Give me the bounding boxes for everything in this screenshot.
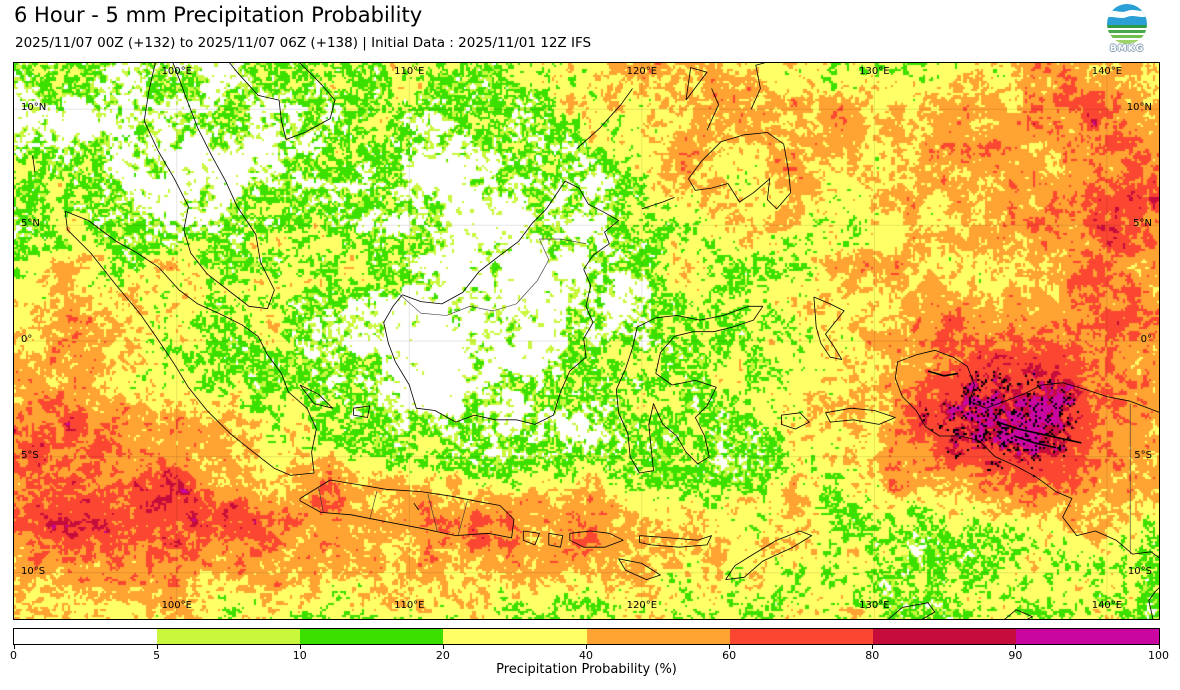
lat-label-right: 5°S (1134, 449, 1152, 461)
lat-label-left: 10°S (21, 565, 46, 577)
colorbar-tick-label: 100 (1148, 649, 1169, 662)
colorbar-title: Precipitation Probability (%) (496, 662, 677, 677)
lon-label-bottom: 140°E (1091, 600, 1123, 611)
precipitation-field-canvas (14, 63, 1159, 619)
lon-label-bottom: 130°E (859, 600, 890, 611)
lon-label-top: 120°E (626, 66, 658, 77)
colorbar-tick (1015, 645, 1017, 649)
colorbar-tick (586, 645, 587, 649)
colorbar-segment-80-90 (872, 629, 1016, 644)
colorbar-tick-label: 60 (722, 649, 737, 662)
bmkg-logo-icon (1107, 4, 1147, 44)
colorbar (13, 628, 1160, 645)
lat-label-right: 10°N (1126, 102, 1152, 114)
colorbar-segment-5-10 (157, 629, 301, 644)
colorbar-tick-label: 10 (292, 649, 307, 662)
colorbar-tick (1158, 645, 1160, 649)
colorbar-segment-40-60 (586, 629, 730, 644)
colorbar-tick-label: 0 (10, 649, 17, 662)
colorbar-tick-label: 5 (153, 649, 161, 662)
colorbar-tick (729, 645, 731, 649)
lat-label-left: 5°N (21, 218, 40, 230)
bmkg-logo-text: BMKG (1109, 44, 1145, 54)
colorbar-tick (156, 645, 158, 649)
colorbar-tick-label: 20 (435, 649, 450, 662)
map-panel: 100°E 100°E 110°E 110°E 120°E 120°E 130°E 130°E… (13, 62, 1160, 620)
bmkg-logo: BMKG (1103, 3, 1151, 54)
lon-label-top: 130°E (859, 66, 890, 77)
colorbar-segment-10-20 (300, 629, 444, 644)
colorbar-segment-0-5 (14, 629, 158, 644)
lon-label-bottom: 110°E (394, 600, 425, 611)
lon-label-top: 140°E (1091, 66, 1123, 77)
colorbar-tick (13, 645, 15, 649)
colorbar-segment-60-80 (729, 629, 873, 644)
colorbar-tick (872, 645, 874, 649)
lon-label-top: 100°E (161, 66, 192, 77)
lat-label-left: 5°S (21, 449, 39, 461)
colorbar-tick-label: 40 (579, 649, 593, 662)
colorbar-segment-90-100 (1015, 629, 1159, 644)
lon-label-bottom: 100°E (161, 600, 192, 611)
page-title: 6 Hour - 5 mm Precipitation Probability (14, 3, 423, 27)
forecast-period: 2025/11/07 00Z (+132) to 2025/11/07 06Z … (15, 35, 592, 51)
lon-label-bottom: 120°E (626, 600, 658, 611)
lat-label-right: 0° (1140, 334, 1152, 345)
lon-label-top: 110°E (394, 66, 425, 77)
colorbar-tick-label: 90 (1008, 649, 1023, 662)
colorbar-tick-label: 80 (865, 649, 880, 662)
colorbar-tick (442, 645, 444, 649)
lat-label-left: 0° (21, 334, 33, 345)
lat-label-right: 10°S (1127, 565, 1152, 577)
colorbar-tick (299, 645, 301, 649)
lat-label-left: 10°N (21, 102, 47, 114)
lat-label-right: 5°N (1133, 218, 1152, 230)
colorbar-segment-20-40 (443, 629, 587, 644)
